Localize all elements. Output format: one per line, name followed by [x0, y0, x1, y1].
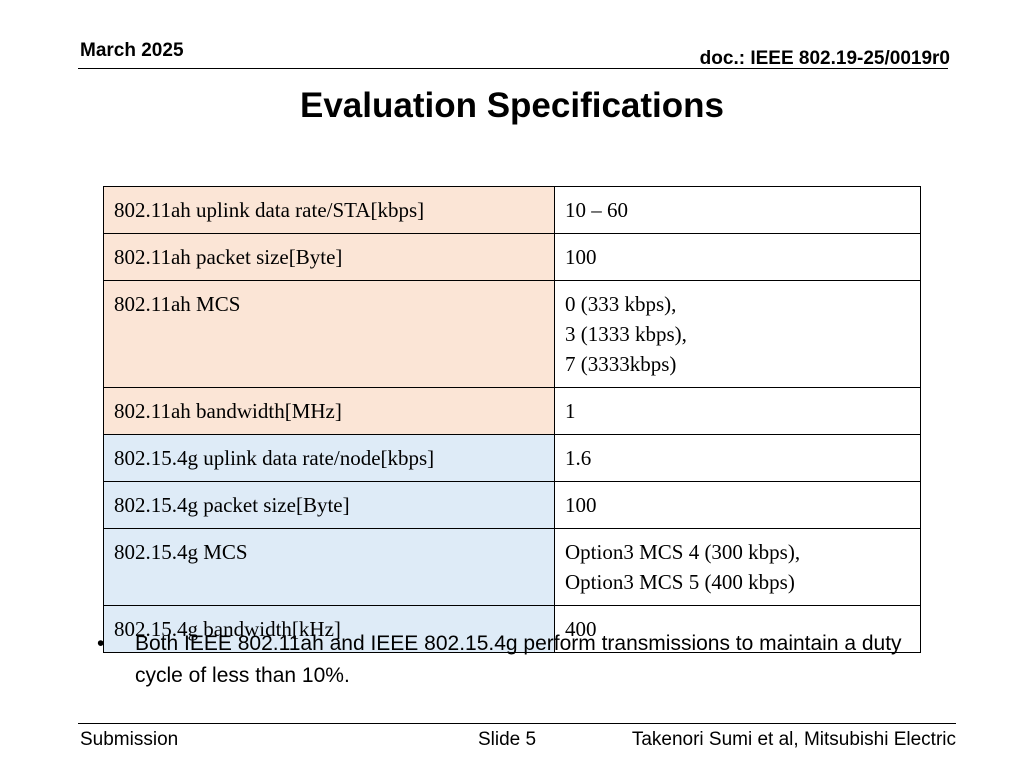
spec-label-cell: 802.11ah MCS	[103, 280, 555, 388]
spec-value-line: 3 (1333 kbps),	[565, 322, 687, 346]
spec-value-cell: 0 (333 kbps), 3 (1333 kbps), 7 (3333kbps)	[554, 280, 921, 388]
spec-value-line: Option3 MCS 4 (300 kbps),	[565, 540, 801, 564]
bullet-marker: •	[97, 632, 105, 655]
header-doc-id: doc.: IEEE 802.19-25/0019r0	[699, 48, 950, 69]
spec-label-cell: 802.11ah uplink data rate/STA[kbps]	[103, 186, 555, 234]
slide-title: Evaluation Specifications	[300, 86, 724, 125]
spec-value-line: 1	[565, 399, 576, 423]
spec-value-line: 7 (3333kbps)	[565, 352, 677, 376]
spec-value-line: 100	[565, 493, 597, 517]
spec-label-cell: 802.15.4g uplink data rate/node[kbps]	[103, 434, 555, 482]
footer-divider	[78, 723, 956, 724]
footer-submission: Submission	[80, 729, 179, 750]
table-row: 802.11ah uplink data rate/STA[kbps] 10 – …	[103, 186, 921, 234]
header-divider	[78, 68, 948, 69]
spec-value-cell: 1.6	[554, 434, 921, 482]
spec-value-cell: 400	[554, 605, 921, 653]
table-row: 802.11ah bandwidth[MHz] 1	[103, 387, 921, 435]
spec-value-line: 0 (333 kbps),	[565, 292, 677, 316]
footer-author: Takenori Sumi et al, Mitsubishi Electric	[631, 729, 956, 750]
spec-value-cell: 1	[554, 387, 921, 435]
spec-label-cell: 802.15.4g bandwidth[kHz]	[103, 605, 555, 653]
table-row: 802.15.4g uplink data rate/node[kbps] 1.6	[103, 434, 921, 482]
spec-value-cell: 10 – 60	[554, 186, 921, 234]
table-row: 802.11ah packet size[Byte] 100	[103, 233, 921, 281]
spec-label-cell: 802.11ah bandwidth[MHz]	[103, 387, 555, 435]
spec-value-cell: 100	[554, 233, 921, 281]
spec-value-line: 100	[565, 245, 597, 269]
bullet-text: Both IEEE 802.11ah and IEEE 802.15.4g pe…	[135, 632, 902, 687]
spec-value-line: 1.6	[565, 446, 592, 470]
spec-value-cell: Option3 MCS 4 (300 kbps), Option3 MCS 5 (…	[554, 528, 921, 606]
bullet-item: • Both IEEE 802.11ah and IEEE 802.15.4g …	[97, 628, 947, 692]
header-date: March 2025	[80, 40, 184, 61]
spec-table: 802.11ah uplink data rate/STA[kbps] 10 – …	[103, 186, 921, 653]
spec-table-body: 802.11ah uplink data rate/STA[kbps] 10 – …	[103, 186, 921, 653]
spec-label-cell: 802.11ah packet size[Byte]	[103, 233, 555, 281]
spec-value-line: 400	[565, 617, 597, 641]
spec-label-cell: 802.15.4g packet size[Byte]	[103, 481, 555, 529]
spec-value-line: Option3 MCS 5 (400 kbps)	[565, 570, 795, 594]
table-row: 802.15.4g packet size[Byte] 100	[103, 481, 921, 529]
spec-value-cell: 100	[554, 481, 921, 529]
table-row: 802.11ah MCS 0 (333 kbps), 3 (1333 kbps), 7…	[103, 280, 921, 388]
table-row: 802.15.4g MCS Option3 MCS 4 (300 kbps), Op…	[103, 528, 921, 606]
spec-value-line: 10 – 60	[565, 198, 628, 222]
footer-slide-number: Slide 5	[478, 729, 537, 750]
spec-label-cell: 802.15.4g MCS	[103, 528, 555, 606]
table-row: 802.15.4g bandwidth[kHz] 400	[103, 605, 921, 653]
